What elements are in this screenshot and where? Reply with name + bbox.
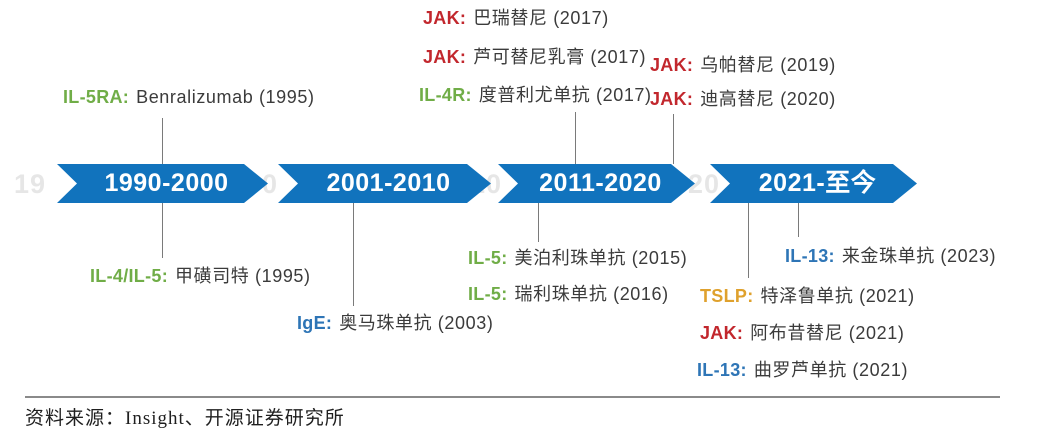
footer-divider — [25, 396, 1000, 398]
event-text: 来金珠单抗 (2023) — [841, 246, 997, 266]
source-note: 资料来源：Insight、开源证券研究所 — [25, 408, 345, 429]
target-label: IL-5: — [468, 248, 508, 268]
connector-line — [575, 112, 576, 164]
event-benralizumab: IL-5RA: Benralizumab (1995) — [63, 86, 315, 108]
timeline-period-2011-2020: 2011-2020 — [498, 164, 695, 203]
event-upadacitinib: JAK: 乌帕替尼 (2019) — [650, 54, 836, 76]
event-text: 曲罗芦单抗 (2021) — [753, 360, 909, 380]
target-label: TSLP: — [700, 286, 754, 306]
event-text: 特泽鲁单抗 (2021) — [760, 286, 915, 306]
event-text: 芦可替尼乳膏 (2017) — [473, 47, 647, 67]
connector-line — [748, 202, 749, 278]
event-ruxolitinib-cream: JAK: 芦可替尼乳膏 (2017) — [423, 46, 646, 68]
event-text: 迪高替尼 (2020) — [700, 89, 836, 109]
event-text: 甲磺司特 (1995) — [175, 266, 311, 286]
event-baricitinib: JAK: 巴瑞替尼 (2017) — [423, 7, 609, 29]
target-label: IgE: — [297, 313, 333, 333]
event-delgocitinib: JAK: 迪高替尼 (2020) — [650, 88, 836, 110]
event-text: Benralizumab (1995) — [136, 87, 315, 107]
period-label: 2001-2010 — [326, 169, 451, 197]
target-label: IL-5: — [468, 284, 508, 304]
period-label: 1990-2000 — [104, 169, 229, 197]
event-tralokinumab: IL-13: 曲罗芦单抗 (2021) — [697, 359, 908, 381]
target-label: JAK: — [423, 8, 467, 28]
event-text: 奥马珠单抗 (2003) — [339, 313, 494, 333]
target-label: JAK: — [650, 55, 694, 75]
event-reslizumab: IL-5: 瑞利珠单抗 (2016) — [468, 283, 669, 305]
event-lebrikizumab: IL-13: 来金珠单抗 (2023) — [785, 245, 996, 267]
timeline-period-2021-now: 2021-至今 — [710, 164, 917, 203]
event-omalizumab: IgE: 奥马珠单抗 (2003) — [297, 312, 493, 334]
target-label: IL-5RA: — [63, 87, 130, 107]
timeline-period-2001-2010: 2001-2010 — [278, 164, 491, 203]
event-text: 巴瑞替尼 (2017) — [473, 8, 609, 28]
event-text: 乌帕替尼 (2019) — [700, 55, 836, 75]
event-text: 美泊利珠单抗 (2015) — [514, 248, 688, 268]
event-text: 瑞利珠单抗 (2016) — [514, 284, 669, 304]
timeline-period-1990-2000: 1990-2000 — [57, 164, 268, 203]
event-abrocitinib: JAK: 阿布昔替尼 (2021) — [700, 322, 904, 344]
target-label: IL-13: — [697, 360, 747, 380]
event-dupilumab: IL-4R: 度普利尤单抗 (2017) — [419, 84, 652, 106]
event-mepolizumab: IL-5: 美泊利珠单抗 (2015) — [468, 247, 687, 269]
connector-line — [798, 202, 799, 237]
period-label: 2011-2020 — [539, 169, 662, 197]
event-suplatast: IL-4/IL-5: 甲磺司特 (1995) — [90, 265, 311, 287]
connector-line — [673, 114, 674, 164]
event-text: 度普利尤单抗 (2017) — [478, 85, 652, 105]
event-text: 阿布昔替尼 (2021) — [750, 323, 905, 343]
target-label: IL-13: — [785, 246, 835, 266]
target-label: JAK: — [700, 323, 744, 343]
connector-line — [538, 202, 539, 242]
target-label: IL-4R: — [419, 85, 472, 105]
connector-line — [353, 202, 354, 306]
event-tezepelumab: TSLP: 特泽鲁单抗 (2021) — [700, 285, 915, 307]
target-label: JAK: — [423, 47, 467, 67]
period-label: 2021-至今 — [758, 169, 877, 197]
target-label: IL-4/IL-5: — [90, 266, 168, 286]
ghost-mark: 19 — [14, 169, 47, 199]
target-label: JAK: — [650, 89, 694, 109]
